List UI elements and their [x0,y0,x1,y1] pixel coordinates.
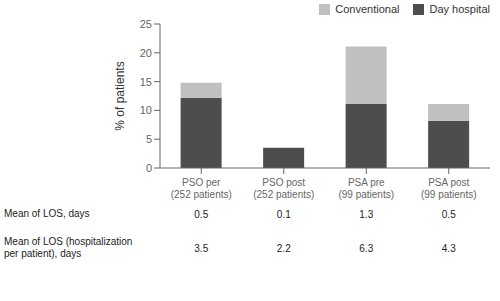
html-text:0.5: 0.5 [441,208,456,220]
svg-text:PSO per(252 patients): PSO per(252 patients) [171,177,232,200]
svg-text:PSA pre(99 patients): PSA pre(99 patients) [338,177,394,200]
svg-text:10: 10 [140,104,152,116]
html-text:Mean of LOS (hospitalization p: Mean of LOS (hospitalization per patient… [4,236,133,259]
svg-text:0: 0 [146,162,152,174]
svg-text:15: 15 [140,76,152,88]
html-text:Conventional: Conventional [335,3,400,15]
svg-text:PSA post(99 patients): PSA post(99 patients) [421,177,477,200]
svg-text:25: 25 [140,18,152,30]
html-text:Day hospital: Day hospital [429,3,490,15]
html-text:2.2: 2.2 [276,242,291,254]
svg-text:5: 5 [146,133,152,145]
svg-text:% of patients: % of patients [113,61,127,130]
svg-text:PSO post(252 patients): PSO post(252 patients) [253,177,314,200]
html-text:3.5: 3.5 [194,242,209,254]
html-text:1.3: 1.3 [359,208,374,220]
html-text:0.1: 0.1 [276,208,291,220]
html-text:0.5: 0.5 [194,208,209,220]
html-text:6.3: 6.3 [359,242,374,254]
html-text:Mean of LOS, days: Mean of LOS, days [4,208,90,219]
svg-text:20: 20 [140,47,152,59]
html-text:4.3: 4.3 [441,242,456,254]
